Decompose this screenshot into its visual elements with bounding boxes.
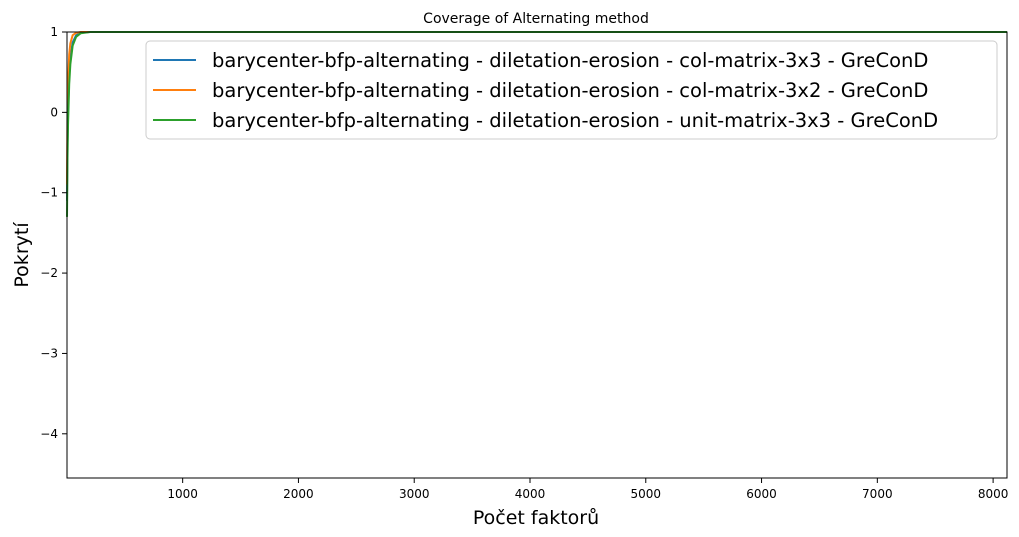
y-axis-label: Pokrytí [11,222,33,288]
y-tick-label: 1 [50,25,58,39]
legend-label-series-2: barycenter-bfp-alternating - diletation-… [212,79,928,102]
y-tick-label: −2 [40,266,58,280]
y-tick-label: 0 [50,105,58,119]
x-tick-label: 6000 [746,487,777,501]
x-tick-label: 5000 [630,487,661,501]
y-tick-label: −3 [40,346,58,360]
x-tick-label: 8000 [978,487,1009,501]
x-tick-label: 4000 [515,487,546,501]
x-tick-label: 3000 [399,487,430,501]
legend-box [145,40,998,140]
y-tick-label: −4 [40,427,58,441]
x-tick-label: 2000 [283,487,314,501]
legend-label-series-3: barycenter-bfp-alternating - diletation-… [212,109,938,132]
y-axis-ticks: 1 0 −1 −2 −3 −4 [40,25,67,441]
x-axis-label: Počet faktorů [473,507,599,529]
x-axis-ticks: 1000 2000 3000 4000 5000 6000 7000 8000 [167,478,1008,501]
plot-frame [66,31,1008,479]
x-tick-label: 1000 [167,487,198,501]
y-tick-label: −1 [40,186,58,200]
legend-label-series-1: barycenter-bfp-alternating - diletation-… [212,49,928,72]
chart-title: Coverage of Alternating method [423,11,649,27]
legend: barycenter-bfp-alternating - diletation-… [145,40,998,140]
plot-area [66,31,1008,479]
x-tick-label: 7000 [862,487,893,501]
